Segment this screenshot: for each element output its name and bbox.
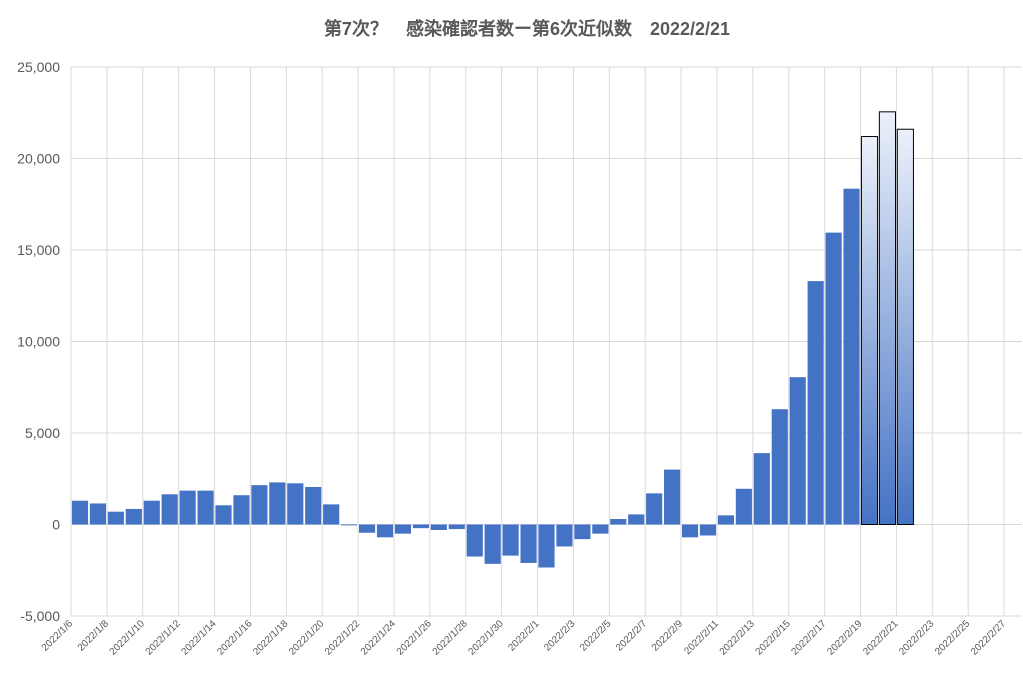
bar-2022-1-25 (412, 524, 429, 529)
bar-2022-1-19 (305, 486, 322, 525)
bar-2022-1-23 (376, 524, 394, 538)
y-tick-label: 20,000 (17, 151, 60, 167)
x-tick-label: 2022/1/12 (144, 618, 184, 658)
bar-2022-2-15 (789, 377, 806, 525)
bar-2022-1-10 (143, 500, 160, 525)
bar-2022-2-16 (807, 281, 824, 525)
x-tick-label: 2022/1/18 (251, 618, 291, 658)
x-tick-label: 2022/1/26 (395, 618, 435, 658)
bar-2022-2-4 (592, 524, 609, 534)
bar-2022-1-27 (448, 524, 465, 530)
bar-2022-2-20 (878, 111, 896, 526)
chart-title: 第7次？ 感染確認者数ー第6次近似数 2022/2/21 (324, 18, 730, 39)
x-tick-label: 2022/1/14 (179, 618, 219, 658)
bar-2022-1-6 (71, 500, 89, 525)
y-tick-label: 5,000 (25, 425, 60, 441)
x-axis-tick-labels: 2022/1/6 2022/1/82022/1/102022/1/122022/1… (40, 618, 1009, 658)
bar-2022-1-15 (233, 495, 250, 525)
bar-2022-1-8 (107, 511, 124, 525)
x-tick-label: 2022/2/9 (650, 618, 686, 654)
x-tick-label: 2022/2/3 (542, 618, 578, 654)
x-tick-label: 2022/1/24 (359, 618, 399, 658)
bar-2022-1-24 (394, 524, 412, 534)
bar-2022-2-6 (628, 514, 645, 525)
x-tick-label: 2022/2/5 (578, 618, 614, 654)
bars-layer (71, 111, 914, 568)
x-tick-label: 2022/2/7 (614, 618, 650, 654)
y-tick-label: 0 (52, 517, 60, 533)
x-tick-label: 2022/1/22 (323, 618, 363, 658)
bar-2022-1-20 (323, 504, 340, 525)
x-tick-label: 2022/2/21 (861, 618, 901, 658)
bar-2022-2-14 (771, 409, 788, 525)
bar-2022-1-26 (430, 524, 447, 530)
bar-2022-1-17 (269, 482, 286, 525)
bar-2022-1-30 (502, 524, 519, 556)
bar-2022-1-13 (197, 490, 214, 525)
grid-layer (70, 66, 1022, 617)
x-tick-label: 2022/2/15 (754, 618, 794, 658)
bar-2022-2-7 (646, 493, 663, 525)
y-axis-tick-labels: -5,000 0 5,000 10,000 15,000 20,000 25,000 (17, 59, 60, 624)
x-tick-label: 2022/2/11 (682, 618, 721, 657)
x-tick-label: 2022/2/19 (825, 618, 865, 658)
y-tick-label: 10,000 (17, 334, 60, 350)
x-tick-label: 2022/2/17 (789, 618, 829, 658)
x-tick-label: 2022/1/30 (467, 618, 507, 658)
bar-2022-1-21 (341, 524, 358, 526)
bar-2022-2-21 (896, 128, 914, 525)
bar-2022-2-13 (753, 453, 770, 525)
x-tick-label: 2022/1/28 (431, 618, 471, 658)
x-tick-label: 2022/1/8 (76, 618, 112, 654)
y-tick-label: 15,000 (17, 242, 60, 258)
bar-2022-2-8 (664, 469, 681, 525)
x-tick-label: 2022/1/20 (287, 618, 327, 658)
bar-2022-1-12 (179, 490, 196, 525)
x-tick-label: 2022/1/10 (108, 618, 148, 658)
bar-2022-2-19 (860, 136, 879, 525)
bar-2022-2-18 (843, 188, 860, 525)
bar-2022-2-10 (699, 524, 717, 536)
bar-2022-1-7 (89, 503, 106, 525)
bar-2022-2-2 (556, 524, 573, 547)
bar-2022-2-11 (717, 515, 735, 525)
x-tick-label: 2022/2/23 (897, 618, 937, 658)
bar-2022-2-5 (610, 519, 627, 525)
bar-2022-1-31 (520, 524, 537, 563)
x-tick-label: 2022/2/1 (506, 618, 542, 654)
y-tick-label: -5,000 (20, 608, 60, 624)
x-tick-label: 2022/2/13 (718, 618, 758, 658)
bar-2022-2-12 (735, 488, 752, 525)
bar-2022-1-14 (215, 505, 232, 525)
x-tick-label: 2022/2/25 (933, 618, 973, 658)
x-tick-label: 2022/1/16 (215, 618, 255, 658)
bar-2022-2-9 (681, 524, 699, 538)
bar-2022-1-29 (484, 524, 501, 564)
bar-2022-1-9 (125, 508, 142, 525)
bar-2022-1-11 (161, 494, 178, 525)
bar-2022-2-1 (538, 524, 555, 568)
x-tick-label: 2022/2/27 (969, 618, 1009, 658)
bar-2022-2-17 (825, 232, 842, 525)
bar-2022-1-22 (358, 524, 376, 533)
bar-2022-1-18 (287, 483, 304, 525)
bar-2022-2-3 (574, 524, 591, 540)
bar-2022-1-16 (251, 485, 268, 525)
y-tick-label: 25,000 (17, 59, 60, 75)
bar-2022-1-28 (466, 524, 483, 557)
